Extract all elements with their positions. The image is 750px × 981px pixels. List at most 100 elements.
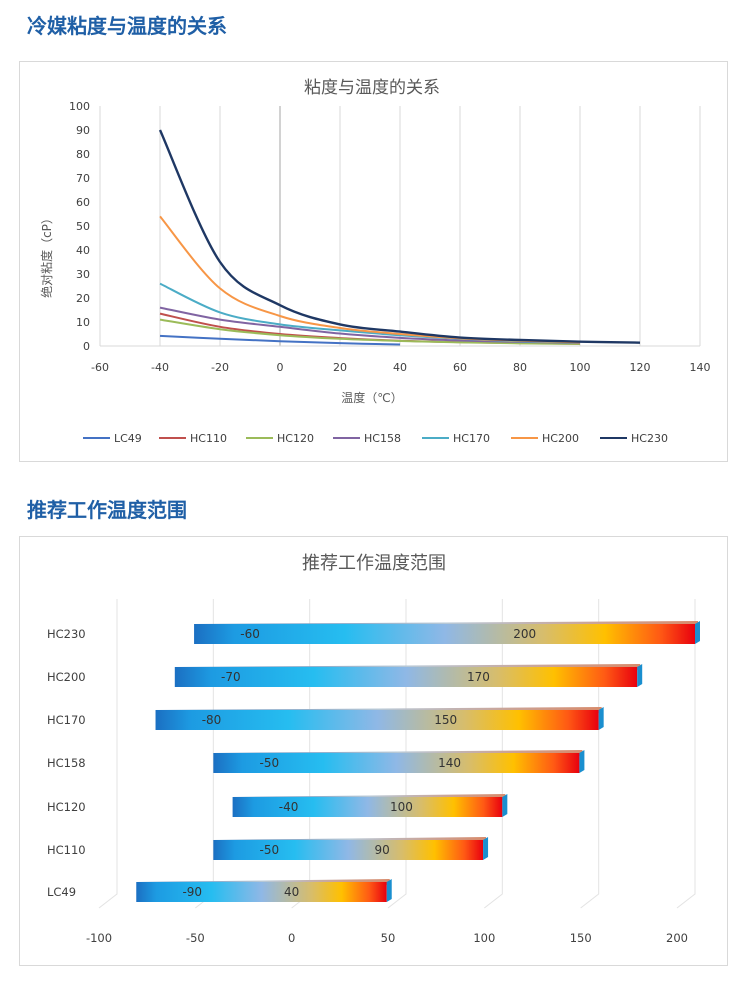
x-tick-label: 0 <box>277 361 284 374</box>
y-tick-label: 90 <box>76 124 90 137</box>
legend: LC49 HC110 HC120 HC158 HC170 HC200 HC230 <box>83 432 668 445</box>
y-tick-label: 0 <box>83 340 90 353</box>
x-tick-label: 100 <box>570 361 591 374</box>
legend-label: HC158 <box>364 432 401 445</box>
bar-min-label: -90 <box>182 885 202 899</box>
x-tick-label: -20 <box>211 361 229 374</box>
bar-end-face <box>483 837 489 860</box>
x-tick-label: -100 <box>86 931 112 945</box>
x-axis-label: 温度（℃） <box>341 390 402 405</box>
x-tick-label: 40 <box>393 361 407 374</box>
bar-front-face <box>213 753 580 773</box>
bar-end-face <box>579 750 585 773</box>
x-tick-label: 50 <box>381 931 396 945</box>
viscosity-line-chart: 粘度与温度的关系 0 10 20 30 40 50 60 70 80 90 100 -60 -40 -2… <box>39 78 711 445</box>
y-tick-label: 10 <box>76 316 90 329</box>
y-tick-label: 30 <box>76 268 90 281</box>
gridline <box>195 599 214 909</box>
x-tick-label: 150 <box>570 931 592 945</box>
x-tick-label: 0 <box>288 931 295 945</box>
x-tick-label: 200 <box>666 931 688 945</box>
legend-label: HC170 <box>453 432 490 445</box>
x-tick-label: 20 <box>333 361 347 374</box>
category-label-hc200: HC200 <box>47 670 86 684</box>
bar-front-face <box>232 797 503 817</box>
range-bar-lc49: -90 40 <box>136 879 392 902</box>
y-tick-label: 40 <box>76 244 90 257</box>
bar-max-label: 140 <box>438 756 461 770</box>
bar-max-label: 90 <box>375 843 390 857</box>
bar-min-label: -70 <box>221 670 241 684</box>
series-line-hc200 <box>159 215 581 344</box>
section-title-viscosity: 冷媒粘度与温度的关系 <box>27 14 227 38</box>
bar-max-label: 200 <box>513 627 536 641</box>
bar-front-face <box>136 882 387 902</box>
bar-end-face <box>637 664 643 687</box>
x-tick-label: -50 <box>186 931 205 945</box>
category-label-hc120: HC120 <box>47 800 86 814</box>
bar-min-label: -50 <box>260 843 280 857</box>
temperature-range-chart-panel: 推荐工作温度范围 -60 200 -70 170 -80 150 -50 140 -40 100-… <box>19 536 728 966</box>
gridline <box>580 599 600 909</box>
legend-item-hc110: HC110 <box>159 432 227 445</box>
viscosity-chart-panel: 粘度与温度的关系 0 10 20 30 40 50 60 70 80 90 100 -60 -40 -2… <box>19 61 728 462</box>
range-bar-hc170: -80 150 <box>155 707 604 730</box>
legend-label: HC120 <box>277 432 314 445</box>
x-tick-label: 80 <box>513 361 527 374</box>
y-axis-label: 绝对粘度（cP） <box>39 212 54 298</box>
y-tick-label: 70 <box>76 172 90 185</box>
section-title-temperature-range: 推荐工作温度范围 <box>27 498 187 522</box>
chart-title: 推荐工作温度范围 <box>302 553 446 574</box>
legend-item-lc49: LC49 <box>83 432 142 445</box>
legend-item-hc158: HC158 <box>333 432 401 445</box>
bar-end-face <box>695 621 700 644</box>
category-label-hc158: HC158 <box>47 756 86 770</box>
y-tick-label: 50 <box>76 220 90 233</box>
category-label-lc49: LC49 <box>47 885 76 899</box>
range-bar-hc158: -50 140 <box>213 750 585 773</box>
series-line-hc120 <box>159 318 581 345</box>
bar-max-label: 40 <box>284 885 299 899</box>
x-tick-label: 120 <box>630 361 651 374</box>
bar-end-face <box>502 794 508 817</box>
bar-max-label: 150 <box>434 713 457 727</box>
range-bar-hc110: -50 90 <box>213 837 489 860</box>
x-tick-label: 60 <box>453 361 467 374</box>
bar-front-face <box>213 840 484 860</box>
legend-item-hc230: HC230 <box>600 432 668 445</box>
bar-min-label: -60 <box>240 627 260 641</box>
x-tick-label: -40 <box>151 361 169 374</box>
gridline <box>98 599 118 909</box>
series-line-hc170 <box>159 282 581 344</box>
y-tick-label: 100 <box>69 100 90 113</box>
bar-front-face <box>155 710 599 730</box>
series-line-hc230 <box>158 129 641 344</box>
bar-min-label: -40 <box>279 800 299 814</box>
y-tick-label: 60 <box>76 196 90 209</box>
range-bar-hc120: -40 100 <box>232 794 508 817</box>
range-bar-hc230: -60 200 <box>194 621 700 644</box>
y-tick-label: 20 <box>76 292 90 305</box>
temperature-range-bar-chart: 推荐工作温度范围 -60 200-70 170-80 150-50 140-40 100-… <box>47 553 700 945</box>
bar-end-face <box>598 707 604 730</box>
legend-label: HC230 <box>631 432 668 445</box>
category-label-hc170: HC170 <box>47 713 86 727</box>
legend-item-hc120: HC120 <box>246 432 314 445</box>
legend-item-hc200: HC200 <box>511 432 579 445</box>
bar-max-label: 100 <box>390 800 413 814</box>
bar-max-label: 170 <box>467 670 490 684</box>
bar-front-face <box>194 624 696 644</box>
bar-min-label: -80 <box>202 713 222 727</box>
x-tick-label: 140 <box>690 361 711 374</box>
category-label-hc110: HC110 <box>47 843 86 857</box>
series-line-lc49 <box>159 334 401 346</box>
legend-label: HC200 <box>542 432 579 445</box>
bar-front-face <box>174 667 638 687</box>
y-tick-label: 80 <box>76 148 90 161</box>
bar-min-label: -50 <box>260 756 280 770</box>
legend-item-hc170: HC170 <box>422 432 490 445</box>
legend-label: LC49 <box>114 432 142 445</box>
x-tick-label: 100 <box>473 931 495 945</box>
legend-label: HC110 <box>190 432 227 445</box>
category-label-hc230: HC230 <box>47 627 86 641</box>
